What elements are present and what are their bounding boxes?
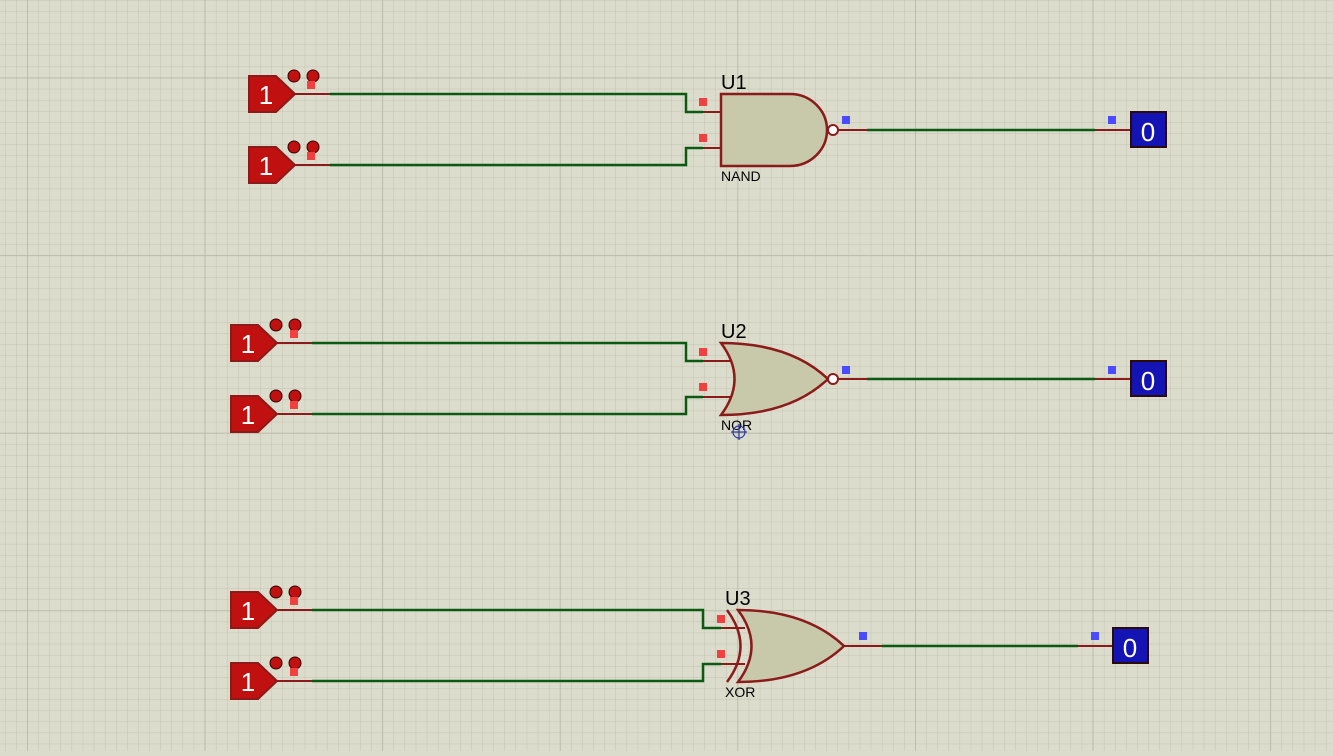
gate-block-u3[interactable]: 1 1 U3 XOR [230,585,1149,700]
gate-reference: U1 [721,72,747,94]
toggle-icon[interactable] [269,318,283,332]
toggle-icon[interactable] [288,318,302,332]
toggle-icon[interactable] [287,69,301,83]
logic-state-value: 1 [241,329,255,359]
logic-state-value: 1 [241,596,255,626]
wire[interactable] [312,662,721,683]
logic-high-indicator [699,98,707,106]
toggle-icon[interactable] [288,585,302,599]
logic-high-indicator [290,401,298,409]
logic-state-value: 1 [241,400,255,430]
logic-high-indicator [290,330,298,338]
toggle-icon[interactable] [269,389,283,403]
logic-low-indicator [842,116,850,124]
logic-high-indicator [699,348,707,356]
logic-state-value: 1 [241,667,255,697]
gate-reference: U2 [721,321,747,343]
wire[interactable] [312,608,721,630]
logic-high-indicator [699,134,707,142]
logic-state-input[interactable]: 1 [230,389,312,433]
gate-reference: U3 [725,588,751,610]
logic-state-input[interactable]: 1 [230,656,312,700]
logic-state-input[interactable]: 1 [230,585,312,629]
gate-type-label: NAND [721,168,761,184]
logic-low-indicator [1108,366,1116,374]
logic-probe-value: 0 [1123,633,1137,663]
logic-high-indicator [307,152,315,160]
gate-type-label: XOR [725,684,755,700]
toggle-icon[interactable] [269,585,283,599]
toggle-icon[interactable] [287,140,301,154]
logic-high-indicator [290,668,298,676]
gate-block-u1[interactable]: 1 1 U1 NAND [248,69,1167,184]
logic-high-indicator [717,650,725,658]
inversion-bubble [827,373,839,385]
inversion-bubble [827,124,839,136]
logic-low-indicator [1091,632,1099,640]
logic-probe-value: 0 [1141,117,1155,147]
logic-state-input[interactable]: 1 [230,318,312,362]
logic-state-input[interactable]: 1 [248,69,330,113]
wire[interactable] [312,341,703,363]
logic-high-indicator [290,597,298,605]
logic-low-indicator [859,632,867,640]
nor-gate[interactable] [699,341,867,417]
logic-probe-value: 0 [1141,366,1155,396]
toggle-icon[interactable] [306,69,320,83]
toggle-icon[interactable] [269,656,283,670]
logic-low-indicator [1108,116,1116,124]
gate-block-u2[interactable]: 1 1 U2 NOR [230,318,1167,440]
logic-probe[interactable]: 0 [1095,111,1167,148]
xor-gate[interactable] [717,608,882,684]
crosshair-cursor-icon [731,424,747,440]
wire[interactable] [330,92,703,114]
wire[interactable] [330,146,703,167]
toggle-icon[interactable] [288,389,302,403]
nand-gate[interactable] [699,92,867,168]
toggle-icon[interactable] [288,656,302,670]
logic-state-value: 1 [259,80,273,110]
logic-high-indicator [307,81,315,89]
logic-state-input[interactable]: 1 [248,140,330,184]
logic-high-indicator [699,383,707,391]
logic-state-value: 1 [259,151,273,181]
logic-low-indicator [842,366,850,374]
gate-type-label: NOR [721,417,752,433]
wire[interactable] [312,395,703,416]
logic-high-indicator [717,615,725,623]
logic-probe[interactable]: 0 [1095,360,1167,397]
toggle-icon[interactable] [306,140,320,154]
logic-probe[interactable]: 0 [1078,627,1149,664]
